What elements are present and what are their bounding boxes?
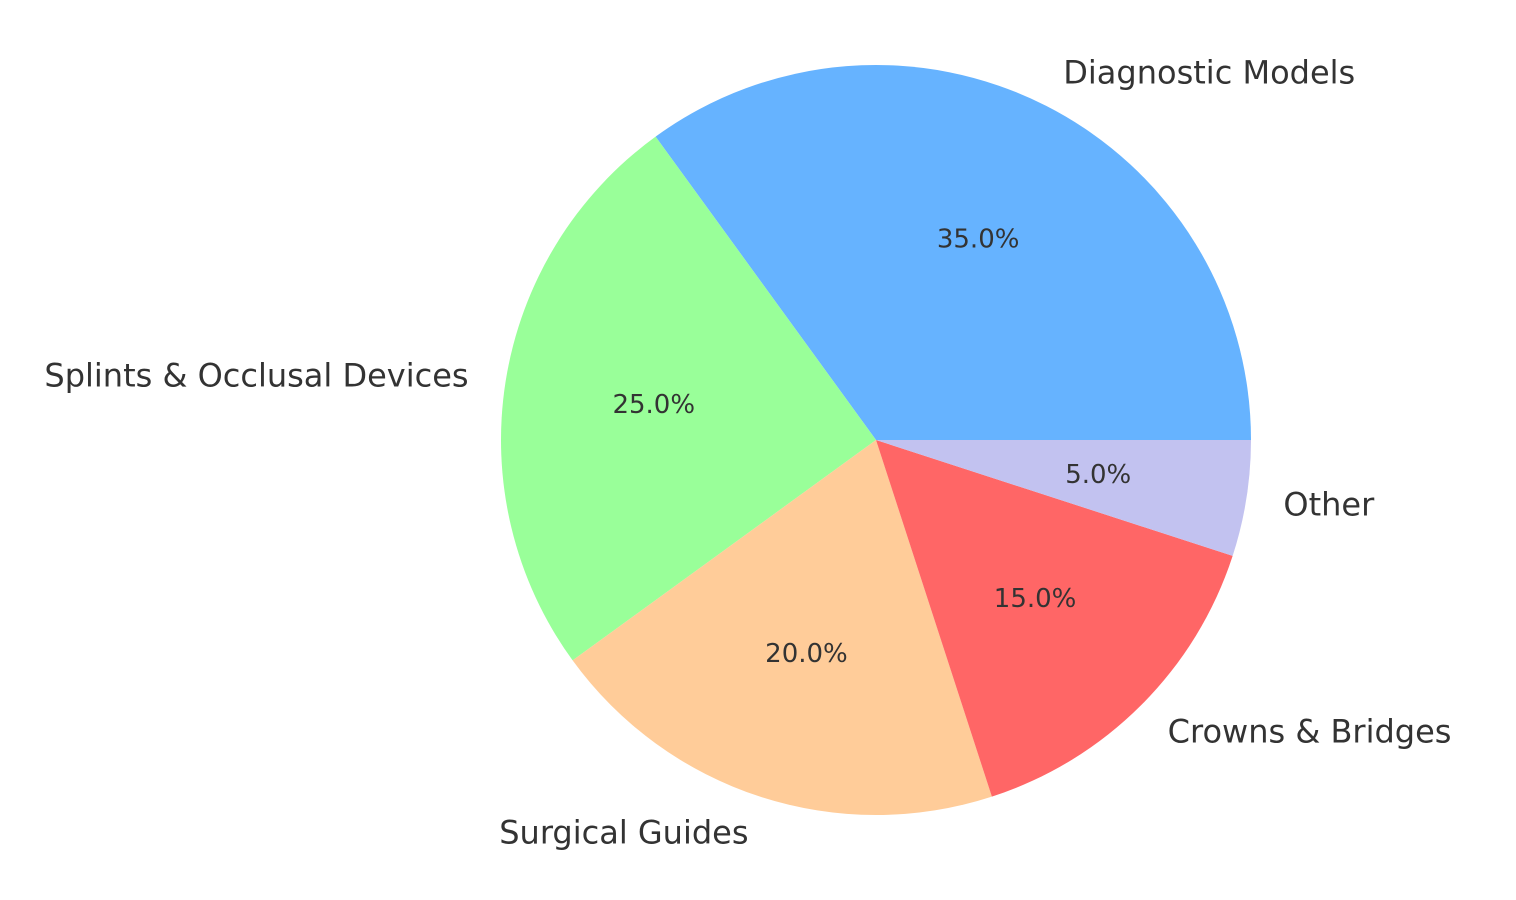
pie-slice-splints-and-occlusal-devices (501, 136, 876, 661)
category-label-crowns-and-bridges: Crowns & Bridges (1168, 713, 1452, 751)
pie-slice-crowns-and-bridges (876, 440, 1233, 797)
pct-label-surgical-guides: 20.0% (765, 639, 848, 669)
category-label-splints-and-occlusal-devices: Splints & Occlusal Devices (44, 356, 468, 394)
pie-slices (501, 65, 1251, 816)
pct-label-other: 5.0% (1065, 460, 1131, 490)
category-label-diagnostic-models: Diagnostic Models (1063, 53, 1355, 91)
pct-label-crowns-and-bridges: 15.0% (994, 584, 1077, 614)
pie-slice-surgical-guides (572, 440, 992, 816)
percentage-labels: 35.0% 25.0% 20.0% 15.0% 5.0% (612, 225, 1131, 669)
pct-label-splints-and-occlusal-devices: 25.0% (612, 390, 695, 420)
category-label-other: Other (1283, 486, 1375, 524)
category-labels: Diagnostic Models Splints & Occlusal Devi… (44, 53, 1451, 851)
pie-slice-diagnostic-models (655, 65, 1251, 440)
category-label-surgical-guides: Surgical Guides (499, 813, 748, 851)
pct-label-diagnostic-models: 35.0% (937, 225, 1020, 255)
pie-slice-other (876, 440, 1251, 556)
